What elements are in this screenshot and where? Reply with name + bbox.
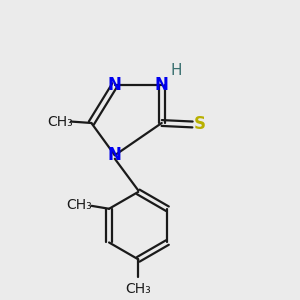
Text: CH₃: CH₃: [125, 282, 151, 296]
Text: H: H: [171, 63, 182, 78]
Text: CH₃: CH₃: [48, 115, 74, 128]
Text: N: N: [108, 76, 122, 94]
Text: CH₃: CH₃: [66, 198, 92, 212]
Text: N: N: [155, 76, 169, 94]
Text: N: N: [108, 146, 122, 164]
Text: S: S: [194, 116, 206, 134]
